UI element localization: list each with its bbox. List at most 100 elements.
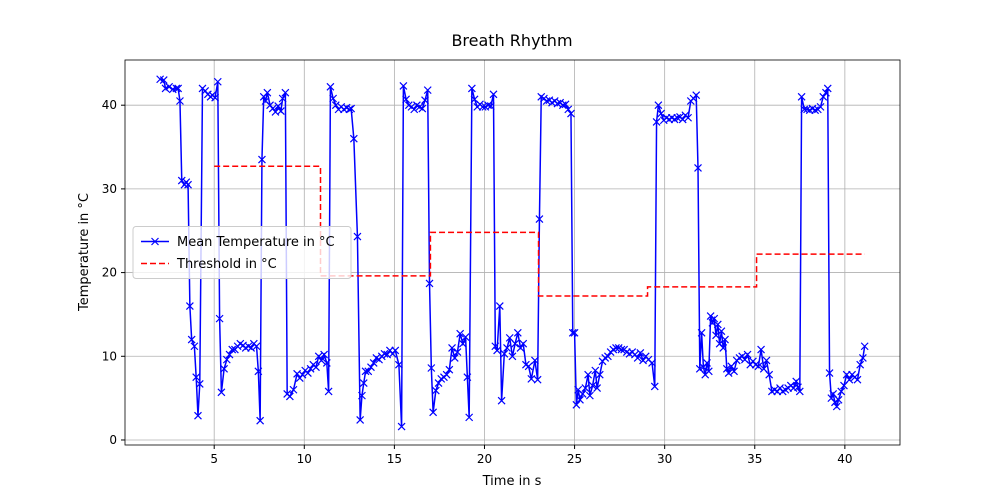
data-point [703,359,711,367]
data-point [584,370,593,379]
data-point [429,408,438,417]
x-tick-label: 15 [387,452,402,466]
data-point [825,369,834,377]
x-tick-label: 20 [477,452,492,466]
x-tick-label: 35 [747,452,762,466]
data-point [721,335,729,344]
data-point [508,352,517,361]
data-point [220,364,229,373]
data-point [503,343,511,352]
data-point [542,97,551,105]
data-point [486,102,495,110]
data-point [320,350,329,359]
data-point [581,384,590,393]
data-point [712,331,720,340]
data-point [858,354,867,362]
data-point [816,102,825,111]
data-point [724,369,733,377]
data-point [673,113,682,122]
data-point [329,94,338,103]
data-point [215,314,224,323]
data-point [511,339,520,348]
data-point [811,106,820,115]
data-point [792,377,801,386]
data-point [192,373,201,382]
data-point [274,102,283,110]
data-point [595,370,604,379]
data-point [306,364,315,373]
data-point [213,77,222,86]
data-point [463,373,472,382]
data-point [358,391,366,400]
data-point [326,82,335,91]
data-point [553,99,562,108]
data-point [423,86,432,95]
data-point [222,355,231,364]
y-tick-label: 0 [109,433,117,447]
data-point [794,383,802,392]
data-point [527,374,536,383]
data-point [361,367,370,376]
data-point [612,343,620,352]
data-point [564,105,573,114]
data-point [190,342,199,351]
data-point [493,346,502,355]
data-point [317,356,326,365]
data-point [425,279,434,288]
data-point [322,359,331,367]
data-point [853,375,862,384]
data-point [692,91,701,100]
data-point [513,328,522,337]
data-point [159,76,168,85]
legend-box [132,226,352,279]
data-point [832,402,841,411]
data-point [194,411,202,420]
data-point [831,398,839,407]
data-point [706,312,715,321]
data-point [678,115,687,124]
data-point [762,356,771,365]
data-point [845,375,854,384]
data-point [617,345,626,354]
data-point [345,105,354,114]
data-point [349,134,358,143]
data-point [500,349,509,358]
chart-title: Breath Rhythm [451,31,572,50]
data-point [276,107,285,115]
data-point [217,388,226,397]
x-tick-label: 30 [657,452,672,466]
data-point [380,349,389,358]
data-point [394,360,403,369]
data-point [497,396,506,405]
legend-marker [151,237,159,246]
data-point [834,395,843,404]
data-point [285,392,294,401]
data-point [603,352,612,361]
data-point [445,365,454,374]
data-point [533,375,542,384]
data-point [177,176,186,185]
data-point [364,367,373,376]
data-point [418,104,427,113]
data-point [567,109,575,118]
data-point [743,350,752,359]
data-point [314,352,323,361]
data-point [211,93,220,102]
data-point [252,342,261,351]
data-point [694,164,702,172]
data-point [495,302,504,310]
data-point [585,391,594,400]
data-point [730,367,738,376]
plot-area [125,60,900,445]
x-axis-label: Time in s [482,474,542,489]
data-point [172,84,181,93]
data-point [263,88,272,97]
data-point [247,343,256,352]
data-point [312,363,320,372]
data-point [823,84,832,93]
data-point [519,339,528,348]
data-point [588,381,597,390]
data-point [757,345,765,354]
data-point [860,342,869,351]
